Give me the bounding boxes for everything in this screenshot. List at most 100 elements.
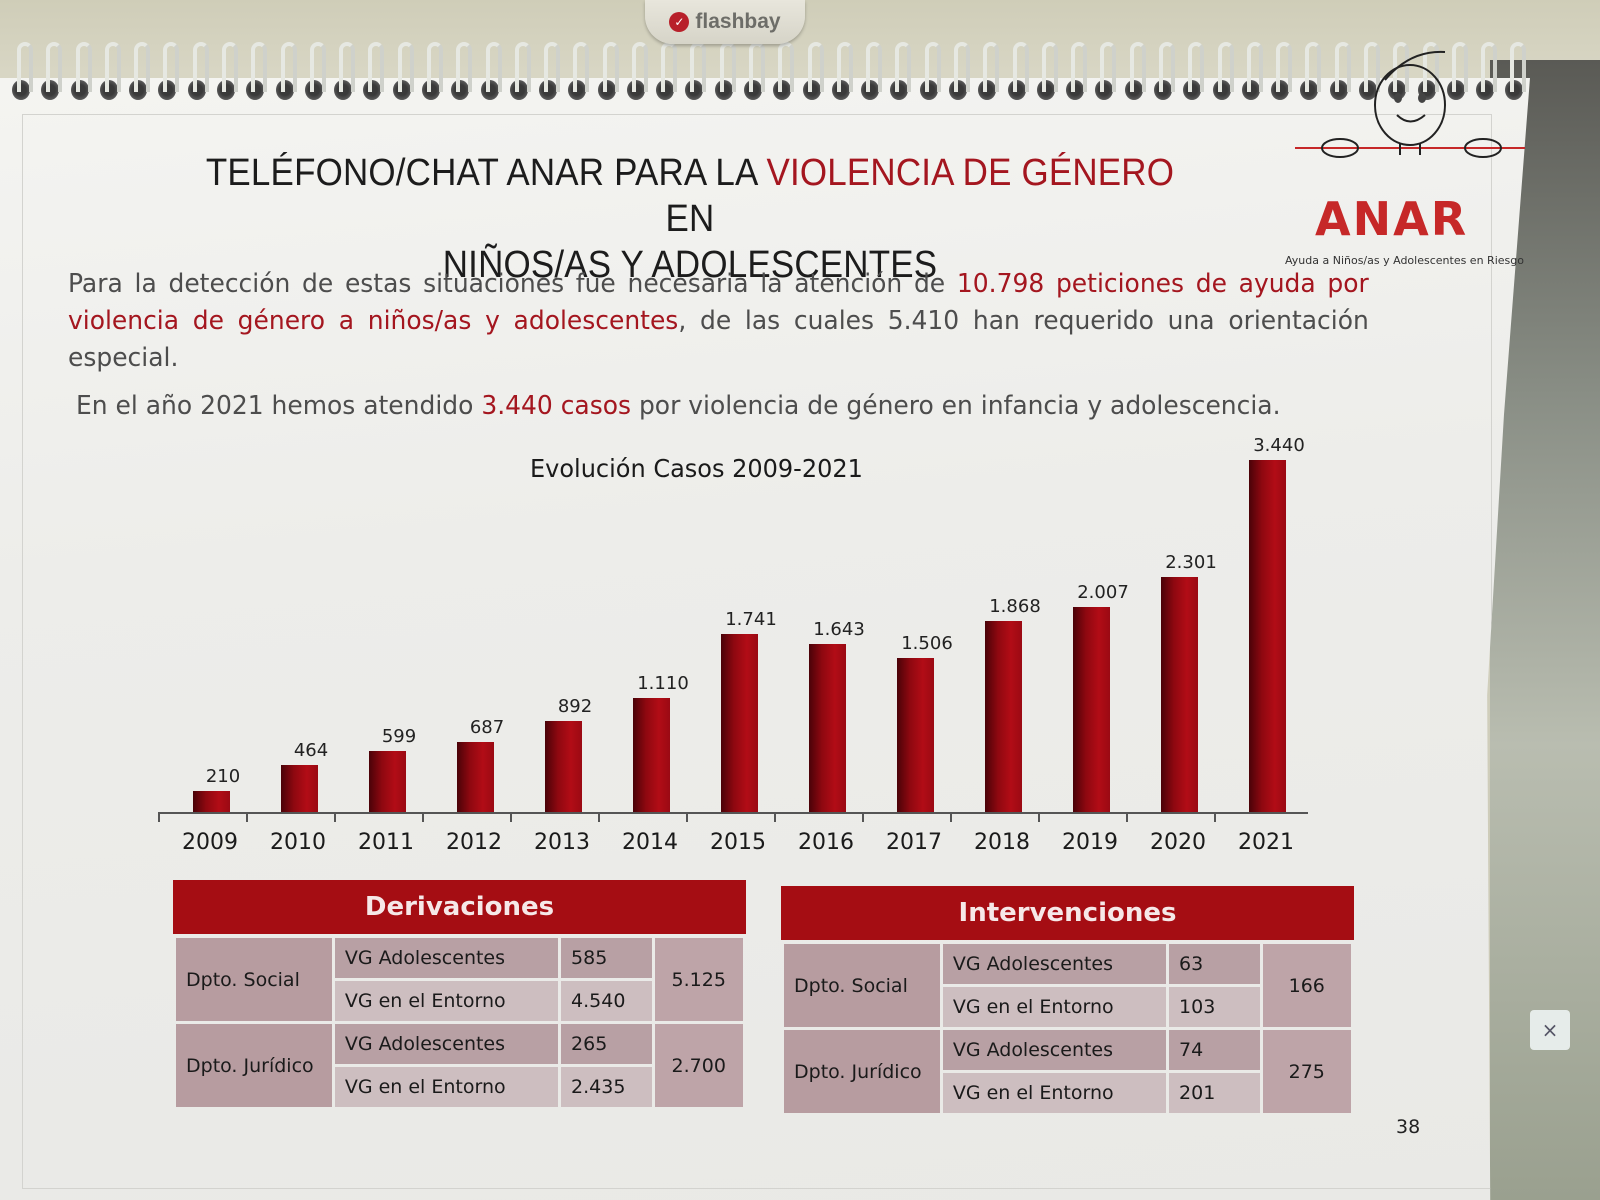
spiral-ring xyxy=(1033,30,1059,110)
value-cell: 103 xyxy=(1169,987,1260,1027)
axis-tick xyxy=(1038,812,1040,822)
bar-column: 687 xyxy=(432,440,520,812)
bar xyxy=(545,721,582,812)
binding-wire xyxy=(1305,42,1322,92)
x-tick-label: 2013 xyxy=(534,830,590,855)
dept-cell: Dpto. Social xyxy=(784,944,940,1027)
spiral-ring xyxy=(447,30,473,110)
page-number: 38 xyxy=(1396,1116,1421,1138)
binding-wire xyxy=(1100,42,1117,92)
binding-wire xyxy=(397,42,414,92)
table-row: Dpto. Social VG Adolescentes 585 5.125 xyxy=(176,938,743,1021)
spiral-ring xyxy=(769,30,795,110)
chart-title: Evolución Casos 2009-2021 xyxy=(530,454,863,483)
bar xyxy=(281,765,318,812)
bar-column: 2.301 xyxy=(1136,440,1224,812)
axis-tick xyxy=(422,812,424,822)
table-row: Dpto. Social VG Adolescentes 63 166 xyxy=(784,944,1351,1027)
spiral-ring xyxy=(389,30,415,110)
cases-text-2: por violencia de género en infancia y ad… xyxy=(631,391,1281,421)
binding-wire xyxy=(719,42,736,92)
spiral-ring xyxy=(623,30,649,110)
spiral-ring xyxy=(711,30,737,110)
bar xyxy=(1161,577,1198,812)
axis-tick xyxy=(598,812,600,822)
category-cell: VG Adolescentes xyxy=(334,1024,559,1064)
bar-column: 599 xyxy=(344,440,432,812)
binding-wire xyxy=(1246,42,1263,92)
binding-wire xyxy=(163,42,180,92)
table-row: VG en el Entorno 2.435 xyxy=(176,1067,743,1107)
axis-tick xyxy=(510,812,512,822)
spiral-ring xyxy=(1062,30,1088,110)
x-tick-label: 2014 xyxy=(622,830,678,855)
x-tick-label: 2010 xyxy=(270,830,326,855)
close-icon: × xyxy=(1530,1010,1570,1050)
value-cell: 63 xyxy=(1169,944,1260,984)
bar xyxy=(809,644,846,812)
spiral-ring xyxy=(1326,30,1352,110)
dept-cell: Dpto. Jurídico xyxy=(176,1024,332,1107)
binding-wire xyxy=(46,42,63,92)
intervenciones-grid: Dpto. Social VG Adolescentes 63 166 VG en el… xyxy=(781,941,1354,1116)
spiral-ring xyxy=(564,30,590,110)
table-row: VG en el Entorno 4.540 xyxy=(176,981,743,1021)
binding-wire xyxy=(1129,42,1146,92)
binding-wire xyxy=(221,42,238,92)
spiral-ring xyxy=(1091,30,1117,110)
bar xyxy=(721,634,758,812)
value-cell: 4.540 xyxy=(561,981,652,1021)
binding-wire xyxy=(368,42,385,92)
binding-wire xyxy=(690,42,707,92)
binding-wire xyxy=(836,42,853,92)
flashbay-clip: ✓ flashbay xyxy=(645,0,805,44)
intro-highlight: 10.798 peticiones de ayuda por violencia… xyxy=(68,269,1369,336)
cases-text-1: En el año 2021 hemos atendido xyxy=(76,391,482,421)
x-tick-label: 2009 xyxy=(182,830,238,855)
bar-value-label: 1.506 xyxy=(901,633,953,654)
binding-wire xyxy=(485,42,502,92)
bar-column: 1.868 xyxy=(960,440,1048,812)
derivaciones-table: Derivaciones Dpto. Social VG Adolescentes… xyxy=(173,880,746,1110)
binding-wire xyxy=(778,42,795,92)
bar-value-label: 464 xyxy=(293,740,329,761)
intervenciones-table: Intervenciones Dpto. Social VG Adolescent… xyxy=(781,886,1354,1116)
binding-wire xyxy=(1481,42,1498,92)
spiral-ring xyxy=(506,30,532,110)
spiral-ring xyxy=(1179,30,1205,110)
cases-paragraph: En el año 2021 hemos atendido 3.440 caso… xyxy=(76,388,1420,425)
binding-wire xyxy=(1071,42,1088,92)
spiral-ring xyxy=(857,30,883,110)
spiral-ring xyxy=(1209,30,1235,110)
binding-wire xyxy=(1393,42,1410,92)
binding-wire xyxy=(251,42,268,92)
binding-wire xyxy=(1451,42,1468,92)
spiral-ring xyxy=(242,30,268,110)
bar-chart: 210 2009 464 2010 599 2011 687 2012 892 2013 1.110… xyxy=(158,435,1308,870)
bar-column: 1.643 xyxy=(784,440,872,812)
binding-wire xyxy=(339,42,356,92)
bar xyxy=(457,742,494,812)
spiral-ring xyxy=(1238,30,1264,110)
axis-tick xyxy=(774,812,776,822)
binding-wire xyxy=(895,42,912,92)
spiral-ring xyxy=(916,30,942,110)
binding-wire xyxy=(456,42,473,92)
axis-tick xyxy=(246,812,248,822)
bar xyxy=(1073,607,1110,812)
binding-wire xyxy=(309,42,326,92)
bar-value-label: 599 xyxy=(381,726,417,747)
title-prefix: TELÉFONO/CHAT ANAR PARA LA xyxy=(205,152,767,194)
derivaciones-grid: Dpto. Social VG Adolescentes 585 5.125 VG en… xyxy=(173,935,746,1110)
spiral-ring xyxy=(125,30,151,110)
total-cell: 166 xyxy=(1262,944,1351,1027)
x-tick-label: 2012 xyxy=(446,830,502,855)
bar-column: 210 xyxy=(168,440,256,812)
bar xyxy=(1249,460,1286,812)
binding-wire xyxy=(544,42,561,92)
anar-wordmark: ANAR xyxy=(1315,192,1469,246)
spiral-ring xyxy=(974,30,1000,110)
category-cell: VG Adolescentes xyxy=(942,944,1167,984)
category-cell: VG en el Entorno xyxy=(942,987,1167,1027)
spiral-ring xyxy=(1384,30,1410,110)
